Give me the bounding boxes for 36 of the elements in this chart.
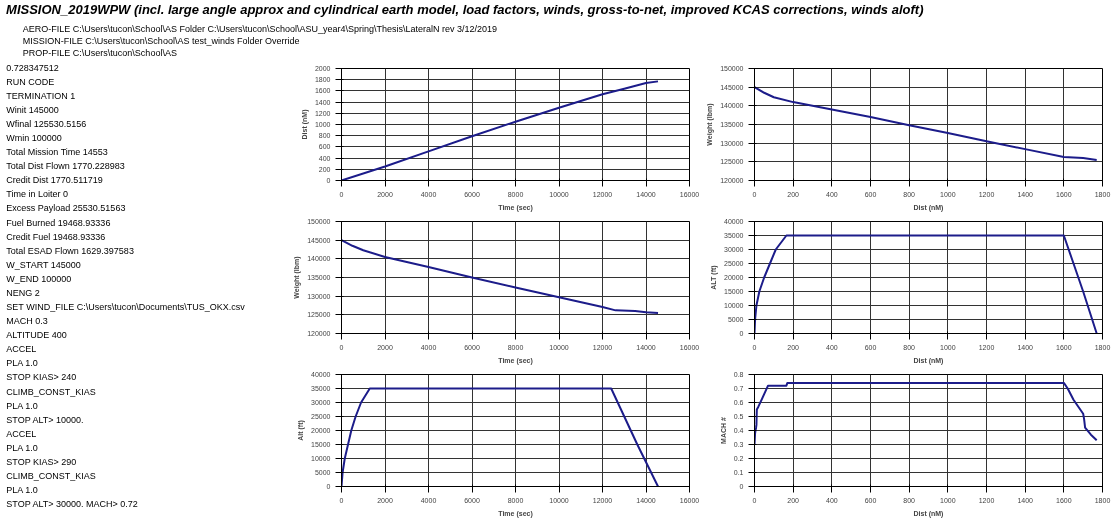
text: Credit Dist 1770.511719 [6, 175, 103, 186]
text: W_END 100000 [6, 273, 72, 284]
text: MACH 0.3 [6, 316, 48, 327]
text: STOP KIAS> 240 [6, 372, 77, 383]
text: ALTITUDE 400 [6, 330, 67, 341]
text: Excess Payload 25530.51563 [6, 203, 126, 214]
text: ACCEL [6, 428, 37, 439]
text: STOP ALT> 30000. MACH> 0.72 [6, 499, 138, 510]
text: STOP KIAS> 290 [6, 456, 77, 467]
text: Total ESAD Flown 1629.397583 [6, 245, 134, 256]
text: MISSION-FILE C:\Users\tucon\School\AS test_winds Folder Override [22, 36, 300, 47]
text: Fuel Burned 19468.93336 [6, 217, 111, 228]
text: PLA 1.0 [6, 358, 38, 369]
text: PLA 1.0 [6, 442, 38, 453]
text: PLA 1.0 [6, 485, 38, 496]
text: MISSION_2019WPW (incl. large angle approx and cylindrical earth model, load factors, winds, gross-to-net, improved KCAS corrections, winds aloft) [6, 1, 924, 17]
text: CLIMB_CONST_KIAS [6, 471, 96, 482]
text: STOP ALT> 10000. [6, 414, 84, 425]
text: TERMINATION 1 [6, 90, 76, 101]
text: W_START 145000 [6, 259, 81, 270]
text: PROP-FILE C:\Users\tucon\School\AS [22, 48, 177, 59]
text: Wmin 100000 [6, 132, 62, 143]
text: AERO-FILE C:\Users\tucon\School\AS Folder C:\Users\tucon\School\ASU_year4\Spring\Thesis\LateralN rev 3/12/2019 [22, 24, 498, 35]
text: Total Dist Flown 1770.228983 [6, 161, 125, 172]
text: PLA 1.0 [6, 400, 38, 411]
text: Winit 145000 [6, 104, 59, 115]
text: RUN CODE [6, 76, 55, 87]
text: 0.728347512 [6, 62, 59, 73]
text: Wfinal 125530.5156 [6, 118, 87, 129]
text: Time in Loiter 0 [6, 189, 68, 200]
text: CLIMB_CONST_KIAS [6, 386, 96, 397]
text: NENG 2 [6, 287, 40, 298]
text: SET WIND_FILE C:\Users\tucon\Documents\TUS_OKX.csv [6, 302, 246, 313]
text: Credit Fuel 19468.93336 [6, 231, 106, 242]
text: Total Mission Time 14553 [6, 147, 108, 158]
text: ACCEL [6, 344, 37, 355]
